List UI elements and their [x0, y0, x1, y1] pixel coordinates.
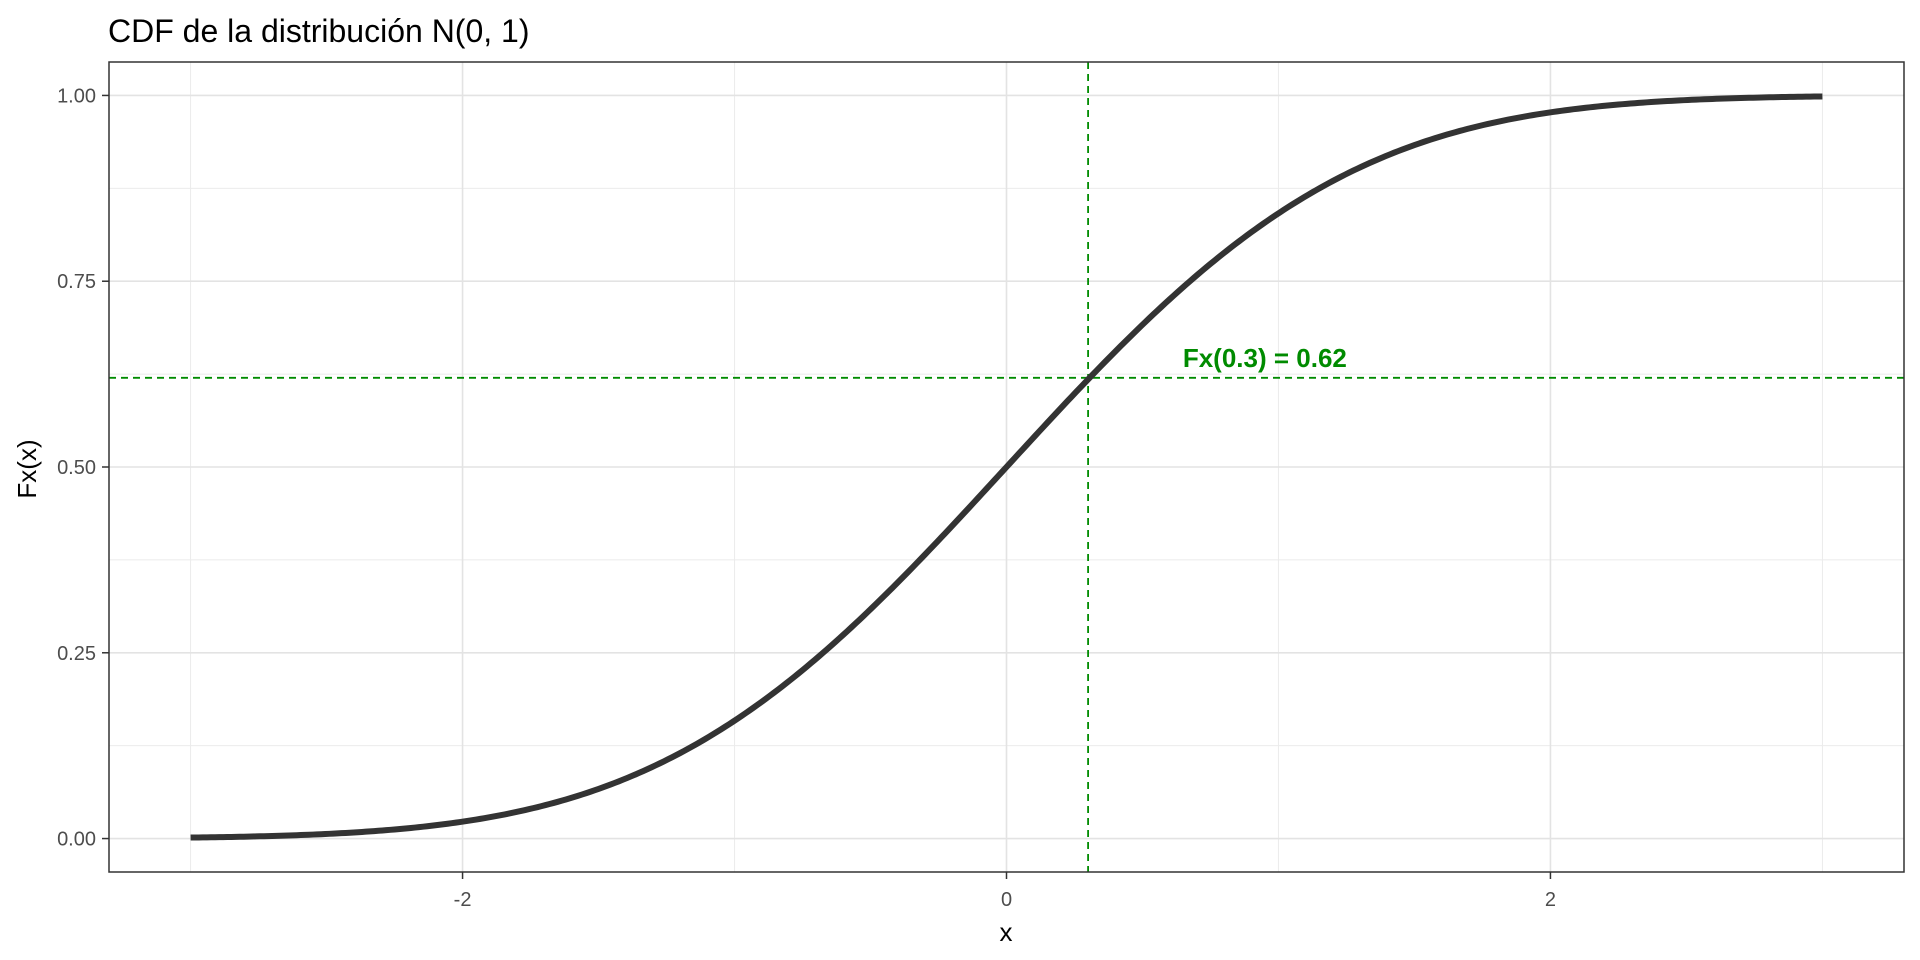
- series-layer: [190, 93, 1823, 841]
- y-axis-ticks: 0.00 0.25 0.50 0.75 1.00: [57, 85, 109, 851]
- cdf-line: [190, 93, 1823, 841]
- y-tick-label: 1.00: [57, 85, 96, 107]
- y-tick-label: 0.25: [57, 643, 96, 665]
- y-tick-label: 0.00: [57, 829, 96, 851]
- y-tick-label: 0.75: [57, 271, 96, 293]
- x-axis-ticks: -2 0 2: [454, 872, 1556, 911]
- x-axis-title: x: [1000, 917, 1013, 947]
- y-axis-title: Fx(x): [12, 439, 42, 498]
- x-tick-label: 2: [1545, 889, 1556, 911]
- chart-title: CDF de la distribución N(0, 1): [108, 13, 529, 49]
- y-tick-label: 0.50: [57, 457, 96, 479]
- x-tick-label: -2: [454, 889, 472, 911]
- reference-lines: [109, 62, 1904, 872]
- annotation-label: Fx(0.3) = 0.62: [1183, 343, 1347, 373]
- x-tick-label: 0: [1001, 889, 1012, 911]
